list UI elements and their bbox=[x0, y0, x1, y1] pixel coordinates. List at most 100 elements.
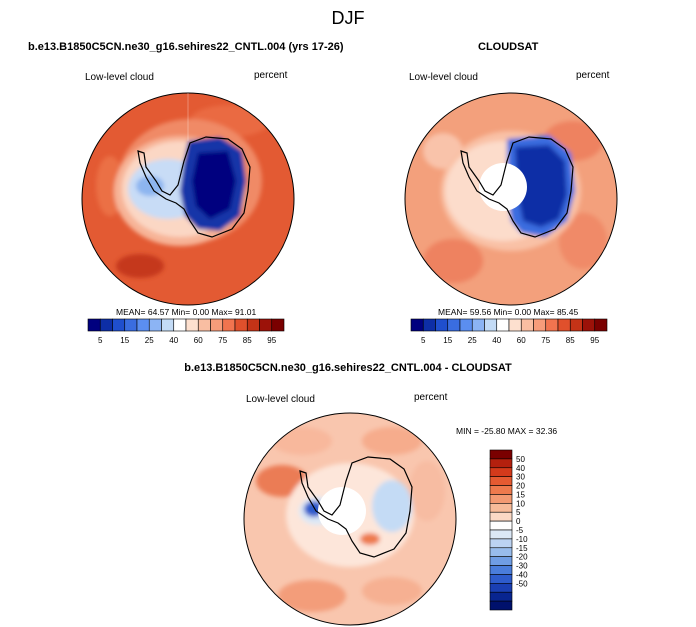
colorbar-box bbox=[489, 503, 513, 513]
colorbar-tick-label: 0 bbox=[516, 517, 521, 526]
colorbar-tick-label: 40 bbox=[516, 464, 525, 473]
colorbar-box bbox=[210, 318, 224, 332]
colorbar-tick-label: 30 bbox=[516, 473, 525, 482]
panel1-mean-label: MEAN= bbox=[116, 307, 146, 317]
colorbar-tick-label: 5 bbox=[98, 336, 103, 345]
colorbar-tick-label: -30 bbox=[516, 562, 528, 571]
colorbar-tick-label: -5 bbox=[516, 526, 524, 535]
panel3-variable-label: Low-level cloud bbox=[246, 394, 315, 405]
colorbar-tick-label: -15 bbox=[516, 544, 528, 553]
colorbar-box bbox=[489, 458, 513, 469]
panel2-max-value: 85.45 bbox=[556, 307, 579, 317]
colorbar-tick-label: 75 bbox=[218, 336, 227, 345]
colorbar-box bbox=[489, 574, 513, 584]
colorbar-box bbox=[410, 318, 424, 332]
colorbar-box bbox=[489, 538, 513, 549]
colorbar-box bbox=[489, 556, 513, 566]
colorbar-box bbox=[489, 520, 513, 531]
colorbar-box bbox=[489, 467, 513, 477]
panel1-colorbar: 5 15 25 40 60 75 85 95 bbox=[87, 318, 285, 345]
panel1-stats: MEAN= 64.57 Min= 0.00 Max= 91.01 bbox=[116, 307, 256, 317]
panel1-title: b.e13.B1850C5CN.ne30_g16.sehires22_CNTL.… bbox=[28, 41, 344, 53]
colorbar-box bbox=[594, 318, 608, 332]
colorbar-box bbox=[222, 318, 236, 332]
panel2-units-label: percent bbox=[576, 70, 610, 81]
colorbar-box bbox=[489, 476, 513, 486]
colorbar-box bbox=[99, 318, 113, 332]
colorbar-tick-label: 25 bbox=[468, 336, 477, 345]
colorbar-box bbox=[471, 318, 485, 332]
colorbar-box bbox=[447, 318, 461, 332]
panel3-min-value: -25.80 bbox=[481, 426, 506, 436]
colorbar-box bbox=[489, 565, 513, 575]
colorbar-tick-label: 85 bbox=[566, 336, 575, 345]
panel1-min-value: 0.00 bbox=[192, 307, 210, 317]
panel3-units-label: percent bbox=[414, 392, 448, 403]
colorbar-box bbox=[508, 318, 522, 332]
colorbar-tick-label: -50 bbox=[516, 579, 528, 588]
colorbar-box bbox=[148, 318, 162, 332]
colorbar-tick-label: 40 bbox=[492, 336, 501, 345]
colorbar-tick-label: 5 bbox=[516, 508, 521, 517]
colorbar-tick-label: 40 bbox=[169, 336, 178, 345]
panel2-stats: MEAN= 59.56 Min= 0.00 Max= 85.45 bbox=[438, 307, 578, 317]
colorbar-tick-label: 95 bbox=[267, 336, 276, 345]
colorbar-box bbox=[557, 318, 571, 332]
colorbar-box bbox=[484, 318, 498, 332]
colorbar-box bbox=[161, 318, 175, 332]
panel2-min-label: Min= bbox=[493, 307, 513, 317]
colorbar-tick-label: 50 bbox=[516, 455, 525, 464]
colorbar-tick-label: 95 bbox=[590, 336, 599, 345]
colorbar-box bbox=[489, 547, 513, 557]
panel2-mean-label: MEAN= bbox=[438, 307, 468, 317]
colorbar-box bbox=[520, 318, 534, 332]
colorbar-tick-label: 75 bbox=[541, 336, 550, 345]
panel2-mean-value: 59.56 bbox=[469, 307, 492, 317]
panel2-min-value: 0.00 bbox=[514, 307, 532, 317]
colorbar-box bbox=[582, 318, 596, 332]
colorbar-tick-label: 20 bbox=[516, 482, 525, 491]
colorbar-box bbox=[496, 318, 510, 332]
colorbar-box bbox=[489, 529, 513, 540]
colorbar-tick-label: 25 bbox=[145, 336, 154, 345]
colorbar-box bbox=[489, 485, 513, 495]
panel1-variable-label: Low-level cloud bbox=[85, 72, 154, 83]
colorbar-box bbox=[489, 600, 513, 611]
panel2-colorbar: 5 15 25 40 60 75 85 95 bbox=[410, 318, 608, 345]
colorbar-tick-label: 60 bbox=[194, 336, 203, 345]
colorbar-box bbox=[435, 318, 449, 332]
colorbar-box bbox=[271, 318, 285, 332]
panel3-min-label: MIN = bbox=[456, 426, 479, 436]
colorbar-box bbox=[185, 318, 199, 332]
colorbar-box bbox=[489, 511, 513, 522]
panel3-stats: MIN = -25.80 MAX = 32.36 bbox=[456, 426, 557, 436]
colorbar-tick-label: -40 bbox=[516, 570, 528, 579]
colorbar-box bbox=[112, 318, 126, 332]
panel3-title: b.e13.B1850C5CN.ne30_g16.sehires22_CNTL.… bbox=[184, 362, 512, 374]
colorbar-tick-label: -20 bbox=[516, 553, 528, 562]
colorbar-box bbox=[489, 591, 513, 602]
panel1-max-label: Max= bbox=[211, 307, 233, 317]
colorbar-box bbox=[459, 318, 473, 332]
colorbar-box bbox=[422, 318, 436, 332]
panel1-polar-map bbox=[81, 92, 295, 306]
colorbar-box bbox=[246, 318, 260, 332]
panel2-max-label: Max= bbox=[533, 307, 555, 317]
panel1-mean-value: 64.57 bbox=[147, 307, 170, 317]
colorbar-box bbox=[197, 318, 211, 332]
colorbar-box bbox=[136, 318, 150, 332]
colorbar-box bbox=[545, 318, 559, 332]
panel1-units-label: percent bbox=[254, 70, 288, 81]
colorbar-box bbox=[259, 318, 273, 332]
colorbar-box bbox=[533, 318, 547, 332]
colorbar-box bbox=[87, 318, 101, 332]
colorbar-tick-label: 60 bbox=[517, 336, 526, 345]
colorbar-tick-label: 5 bbox=[421, 336, 426, 345]
colorbar-tick-label: 15 bbox=[516, 490, 525, 499]
panel3-max-label: MAX = bbox=[507, 426, 534, 436]
colorbar-box bbox=[489, 449, 513, 460]
colorbar-box bbox=[124, 318, 138, 332]
panel2-variable-label: Low-level cloud bbox=[409, 72, 478, 83]
panel2-title: CLOUDSAT bbox=[478, 41, 539, 53]
